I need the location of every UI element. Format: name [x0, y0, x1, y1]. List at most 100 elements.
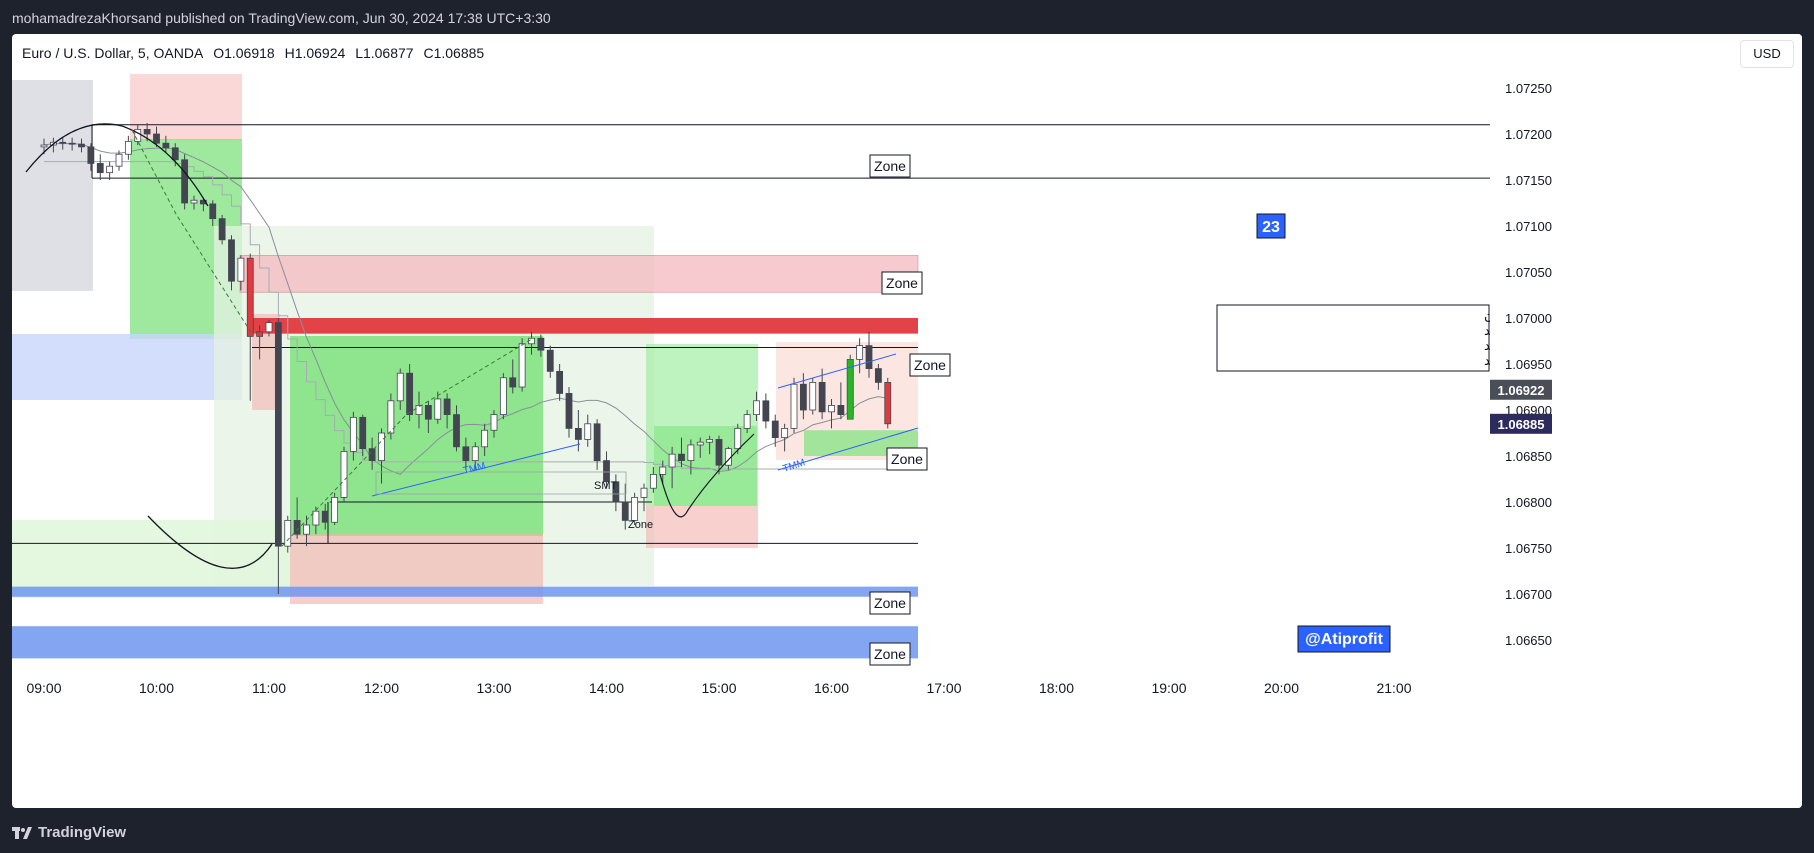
chart-pane[interactable]: Zone Zone Zone Zone Zone Zone TMM TMM SMT Zone 23 @… [12, 34, 1802, 808]
candle[interactable] [303, 515, 310, 547]
watermark-handle[interactable]: @Atiprofit [1297, 625, 1391, 653]
candle[interactable] [518, 338, 526, 392]
candle[interactable] [743, 410, 751, 433]
candle[interactable] [87, 143, 95, 171]
candle[interactable] [565, 387, 573, 438]
candle[interactable] [228, 235, 235, 291]
tmm-trendline[interactable] [371, 443, 581, 497]
candle[interactable] [678, 437, 685, 468]
zone-label[interactable]: Zone [869, 154, 911, 178]
candle[interactable] [162, 135, 170, 153]
candle[interactable] [134, 124, 142, 146]
candle[interactable] [546, 345, 554, 378]
zone-label[interactable]: Zone [909, 353, 951, 377]
arc-drawing[interactable] [659, 433, 755, 518]
candle[interactable] [556, 364, 564, 401]
candle[interactable] [884, 377, 892, 429]
candle[interactable] [603, 451, 610, 489]
candle[interactable] [715, 435, 723, 475]
candle[interactable] [59, 136, 67, 150]
candle[interactable] [621, 483, 629, 530]
zone-label[interactable]: Zone [881, 271, 923, 295]
candle[interactable] [453, 405, 460, 452]
candle[interactable] [256, 325, 264, 360]
candle[interactable] [340, 446, 348, 502]
candle[interactable] [96, 154, 104, 180]
candle[interactable] [809, 377, 817, 415]
candle[interactable] [359, 414, 367, 456]
candle[interactable] [218, 214, 226, 245]
candle[interactable] [78, 138, 85, 153]
candle[interactable] [612, 474, 620, 512]
tradingview-logo[interactable]: TradingView [12, 824, 126, 841]
candle[interactable] [396, 368, 404, 410]
candle[interactable] [874, 364, 882, 390]
candle[interactable] [696, 437, 704, 458]
candle[interactable] [181, 154, 189, 210]
candle[interactable] [509, 359, 517, 394]
candle[interactable] [631, 492, 639, 525]
candle[interactable] [687, 439, 695, 475]
candle[interactable] [237, 255, 245, 291]
candle[interactable] [284, 515, 292, 553]
candle[interactable] [818, 368, 826, 420]
candle[interactable] [312, 506, 320, 535]
zone-pink[interactable] [239, 255, 919, 293]
candle[interactable] [434, 391, 442, 424]
zone-red[interactable] [252, 318, 918, 334]
candle[interactable] [349, 411, 357, 461]
candle[interactable] [584, 414, 592, 447]
channel-upper-line[interactable] [777, 353, 897, 389]
zone-blue[interactable] [12, 626, 918, 659]
zone-label[interactable]: Zone [869, 642, 911, 666]
zone-label[interactable]: Zone [886, 447, 928, 471]
candle[interactable] [378, 428, 385, 484]
candle[interactable] [481, 423, 489, 456]
arc-drawing[interactable] [25, 123, 209, 207]
candle[interactable] [649, 467, 657, 493]
candle[interactable] [387, 393, 395, 440]
zone-label[interactable]: Zone [869, 591, 911, 615]
candle[interactable] [190, 195, 198, 210]
count-badge[interactable]: 23 [1256, 213, 1286, 239]
candle[interactable] [68, 137, 76, 151]
zone-blue[interactable] [12, 586, 918, 597]
candle[interactable] [471, 442, 479, 470]
candle[interactable] [499, 373, 507, 420]
candle[interactable] [424, 400, 432, 433]
candle[interactable] [593, 419, 601, 470]
candle[interactable] [209, 200, 217, 226]
candle[interactable] [274, 318, 282, 594]
candle[interactable] [837, 382, 845, 420]
candle[interactable] [406, 364, 414, 422]
candle[interactable] [124, 135, 132, 160]
channel-lower-line[interactable] [777, 427, 919, 471]
candle[interactable] [331, 492, 339, 525]
candle[interactable] [781, 423, 789, 452]
candle-highlight[interactable] [846, 358, 854, 420]
candle[interactable] [668, 446, 676, 489]
arc-drawing[interactable] [147, 515, 273, 569]
candle[interactable] [790, 377, 798, 433]
candle[interactable] [106, 161, 114, 180]
symbol-title[interactable]: Euro / U.S. Dollar, 5, OANDA [22, 45, 204, 61]
currency-button[interactable]: USD [1740, 40, 1794, 68]
candle[interactable] [443, 393, 451, 429]
candle[interactable] [246, 253, 254, 401]
candle[interactable] [537, 334, 545, 357]
candle[interactable] [321, 503, 329, 530]
candle[interactable] [734, 423, 742, 455]
candle[interactable] [828, 398, 835, 429]
candle[interactable] [659, 460, 667, 484]
candle[interactable] [706, 435, 714, 455]
candle[interactable] [462, 437, 470, 470]
candle[interactable] [762, 393, 770, 429]
candle[interactable] [490, 410, 498, 438]
candle[interactable] [771, 414, 779, 447]
candle[interactable] [856, 338, 864, 374]
candle[interactable] [265, 319, 273, 337]
candle[interactable] [753, 391, 760, 422]
candle[interactable] [640, 483, 648, 512]
candle[interactable] [153, 126, 160, 147]
